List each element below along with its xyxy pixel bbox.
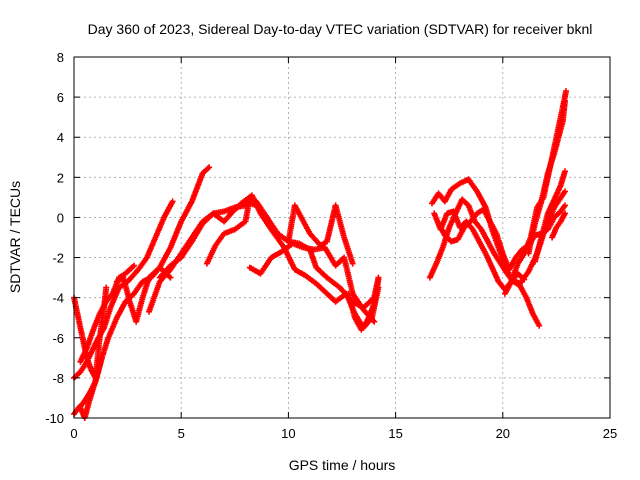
y-tick-label: -10 <box>45 411 64 426</box>
series-arc-10 <box>227 192 382 331</box>
data-points <box>525 98 568 257</box>
data-points <box>113 164 213 325</box>
data-points <box>345 276 382 333</box>
axis-ticks: 0 5 10 15 20 25 -10 -8 -6 -4 -2 0 2 4 6 8 <box>45 50 617 441</box>
data-points <box>227 192 382 331</box>
data-points <box>532 168 568 265</box>
x-tick-label: 10 <box>281 426 295 441</box>
y-tick-label: -4 <box>52 291 64 306</box>
series-arc-20 <box>532 168 568 265</box>
y-tick-label: 2 <box>57 170 64 185</box>
x-tick-label: 0 <box>70 426 77 441</box>
y-tick-label: 4 <box>57 130 64 145</box>
y-tick-label: -6 <box>52 331 64 346</box>
series-arc-6 <box>113 164 213 325</box>
plot-frame <box>73 56 611 419</box>
data-marks <box>71 88 569 421</box>
data-points <box>77 354 105 421</box>
y-tick-label: 8 <box>57 50 64 65</box>
x-tick-label: 20 <box>496 426 510 441</box>
y-axis-label: SDTVAR / TECUs <box>7 181 23 293</box>
x-tick-label: 5 <box>178 426 185 441</box>
chart-title: Day 360 of 2023, Sidereal Day-to-day VTE… <box>88 21 593 37</box>
data-points <box>246 240 378 325</box>
x-tick-label: 15 <box>388 426 402 441</box>
series-arc-21 <box>549 210 568 241</box>
y-tick-label: -8 <box>52 371 64 386</box>
data-points <box>285 202 356 267</box>
series-arc-5 <box>77 354 105 421</box>
y-tick-label: 0 <box>57 210 64 225</box>
x-tick-label: 25 <box>603 426 617 441</box>
data-points <box>549 210 568 241</box>
series-arc-13 <box>345 276 382 333</box>
x-axis-label: GPS time / hours <box>289 457 396 473</box>
series-arc-11 <box>246 240 378 325</box>
series-arc-12 <box>285 202 356 267</box>
y-tick-label: -2 <box>52 251 64 266</box>
y-tick-label: 6 <box>57 90 64 105</box>
series-arc-19 <box>525 98 568 257</box>
